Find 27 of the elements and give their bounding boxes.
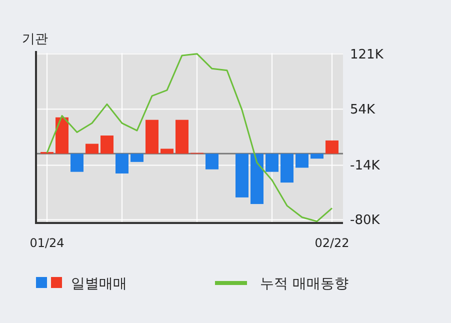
- bar: [86, 144, 98, 154]
- bar: [100, 136, 114, 154]
- y-tick-label: 54K: [350, 102, 376, 118]
- legend-label: 누적 매매동향: [260, 276, 348, 292]
- y-tick-label: -80K: [350, 213, 380, 228]
- bar: [296, 154, 308, 168]
- bar: [280, 154, 294, 183]
- bar: [206, 154, 218, 170]
- bar: [250, 154, 264, 204]
- bar: [146, 120, 158, 154]
- bar: [326, 140, 338, 154]
- x-tick-label: 01/24: [30, 236, 64, 250]
- bar: [70, 154, 84, 172]
- line-series: [46, 53, 333, 222]
- chart-title: 기관: [22, 32, 48, 47]
- y-tick-label: -14K: [350, 158, 380, 174]
- bar: [236, 154, 248, 198]
- bar: [160, 148, 174, 154]
- bar: [266, 154, 278, 172]
- legend-label: 일별매매: [71, 276, 127, 292]
- y-tick-label: 121K: [350, 47, 384, 62]
- x-tick-label: 02/22: [314, 236, 350, 250]
- bar: [130, 154, 144, 162]
- bar: [310, 154, 324, 159]
- bar: [56, 117, 68, 154]
- bar: [176, 120, 188, 154]
- bar: [116, 154, 128, 174]
